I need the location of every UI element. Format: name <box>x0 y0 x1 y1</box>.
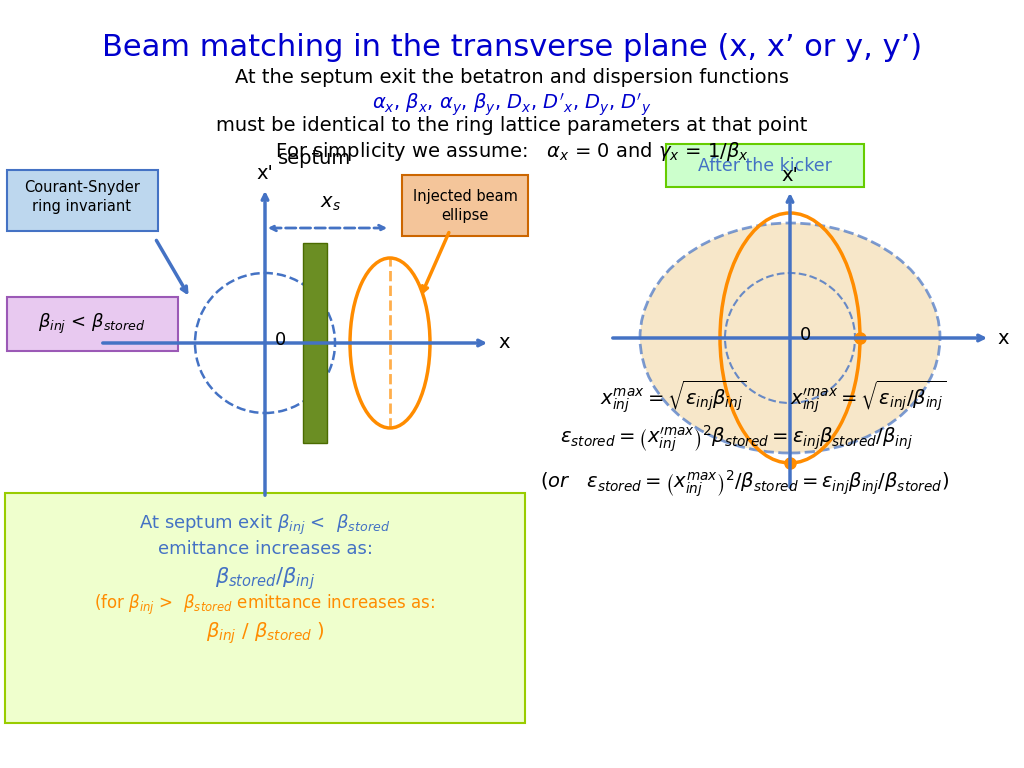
Text: $x_{inj}^{\prime max} = \sqrt{\varepsilon_{inj}/\beta_{inj}}$: $x_{inj}^{\prime max} = \sqrt{\varepsilo… <box>790 378 946 415</box>
Text: emittance increases as:: emittance increases as: <box>158 540 373 558</box>
Text: 0: 0 <box>800 326 811 344</box>
Text: $(or\quad\varepsilon_{stored} = \left(x_{inj}^{max}\right)^2/\beta_{stored} = \v: $(or\quad\varepsilon_{stored} = \left(x_… <box>540 468 949 498</box>
Text: x': x' <box>257 164 273 183</box>
Text: Beam matching in the transverse plane (x, x’ or y, y’): Beam matching in the transverse plane (x… <box>102 33 922 62</box>
FancyBboxPatch shape <box>5 493 525 723</box>
Text: For simplicity we assume:   $\alpha_x$ = 0 and $\gamma_x$ = 1/$\beta_x$: For simplicity we assume: $\alpha_x$ = 0… <box>275 140 749 163</box>
Text: must be identical to the ring lattice parameters at that point: must be identical to the ring lattice pa… <box>216 116 808 135</box>
Text: Courant-Snyder
ring invariant: Courant-Snyder ring invariant <box>24 180 140 214</box>
Text: x: x <box>997 329 1009 347</box>
Text: $x_s$: $x_s$ <box>319 194 340 213</box>
FancyBboxPatch shape <box>666 144 864 187</box>
Text: (for $\beta_{inj}$ >  $\beta_{stored}$ emittance increases as:: (for $\beta_{inj}$ > $\beta_{stored}$ em… <box>94 593 435 617</box>
FancyBboxPatch shape <box>7 170 158 231</box>
Ellipse shape <box>640 223 940 453</box>
FancyBboxPatch shape <box>402 175 528 236</box>
Text: $\beta_{stored}/\beta_{inj}$: $\beta_{stored}/\beta_{inj}$ <box>215 565 315 592</box>
FancyBboxPatch shape <box>303 243 327 443</box>
Text: Injected beam
ellipse: Injected beam ellipse <box>413 189 517 223</box>
Text: x': x' <box>781 166 799 185</box>
Text: septum: septum <box>279 149 351 168</box>
Text: At septum exit $\beta_{inj}$ <  $\beta_{stored}$: At septum exit $\beta_{inj}$ < $\beta_{s… <box>139 513 390 537</box>
Text: $\beta_{inj}$ / $\beta_{stored}$ ): $\beta_{inj}$ / $\beta_{stored}$ ) <box>206 620 325 645</box>
Text: $x_{inj}^{max} = \sqrt{\varepsilon_{inj}\beta_{inj}}$: $x_{inj}^{max} = \sqrt{\varepsilon_{inj}… <box>600 378 746 415</box>
Text: x: x <box>498 333 510 353</box>
Text: $\alpha_x$, $\beta_x$, $\alpha_y$, $\beta_y$, $D_x$, $D'_x$, $D_y$, $D'_y$: $\alpha_x$, $\beta_x$, $\alpha_y$, $\bet… <box>372 92 652 118</box>
FancyBboxPatch shape <box>7 297 178 351</box>
Text: At the septum exit the betatron and dispersion functions: At the septum exit the betatron and disp… <box>234 68 790 87</box>
Text: 0: 0 <box>275 331 287 349</box>
Text: $\beta_{inj}$ < $\beta_{stored}$: $\beta_{inj}$ < $\beta_{stored}$ <box>38 312 145 336</box>
Text: $\varepsilon_{stored} = \left(x_{inj}^{\prime max}\right)^2\beta_{stored} = \var: $\varepsilon_{stored} = \left(x_{inj}^{\… <box>560 423 913 454</box>
Text: After the kicker: After the kicker <box>698 157 831 175</box>
